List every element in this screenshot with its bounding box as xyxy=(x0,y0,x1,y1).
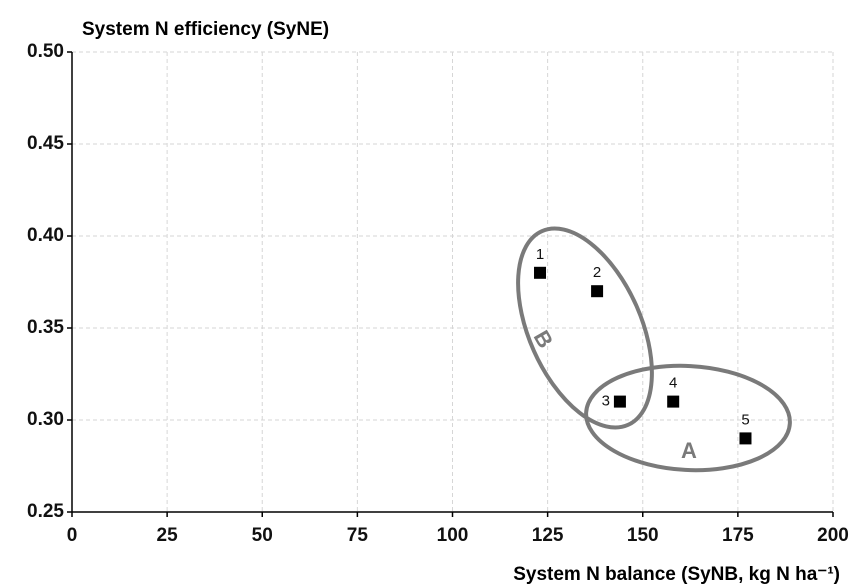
x-axis-label: System N balance (SyNB, kg N ha⁻¹) xyxy=(513,564,840,585)
chart-title: System N efficiency (SyNE) xyxy=(82,19,329,40)
group-ellipse xyxy=(584,363,792,473)
point xyxy=(613,395,626,408)
point-label: 1 xyxy=(536,246,544,263)
y-tick-label: 0.30 xyxy=(27,409,64,430)
point xyxy=(534,266,547,279)
y-tick-label: 0.40 xyxy=(27,225,64,246)
point-label: 4 xyxy=(669,375,677,392)
group-ellipse xyxy=(516,226,654,430)
point-label: 2 xyxy=(593,264,601,281)
y-tick-label: 0.45 xyxy=(27,133,64,154)
x-tick-label: 125 xyxy=(532,525,564,546)
point-label: 5 xyxy=(741,411,749,428)
x-tick-label: 175 xyxy=(722,525,754,546)
x-tick-label: 75 xyxy=(347,525,369,546)
y-tick-label: 0.50 xyxy=(27,41,64,62)
x-tick-label: 150 xyxy=(627,525,659,546)
y-tick-label: 0.25 xyxy=(27,501,64,522)
x-tick-label: 200 xyxy=(817,525,849,546)
grid xyxy=(71,51,834,513)
x-tick-label: 100 xyxy=(437,525,469,546)
group-label: A xyxy=(681,438,697,463)
point xyxy=(591,285,604,298)
x-tick-label: 0 xyxy=(67,525,78,546)
y-tick-label: 0.35 xyxy=(27,317,64,338)
x-tick-label: 50 xyxy=(252,525,273,546)
point-label: 3 xyxy=(602,393,610,410)
x-tick-label: 25 xyxy=(157,525,179,546)
point xyxy=(739,432,752,445)
point xyxy=(667,395,680,408)
